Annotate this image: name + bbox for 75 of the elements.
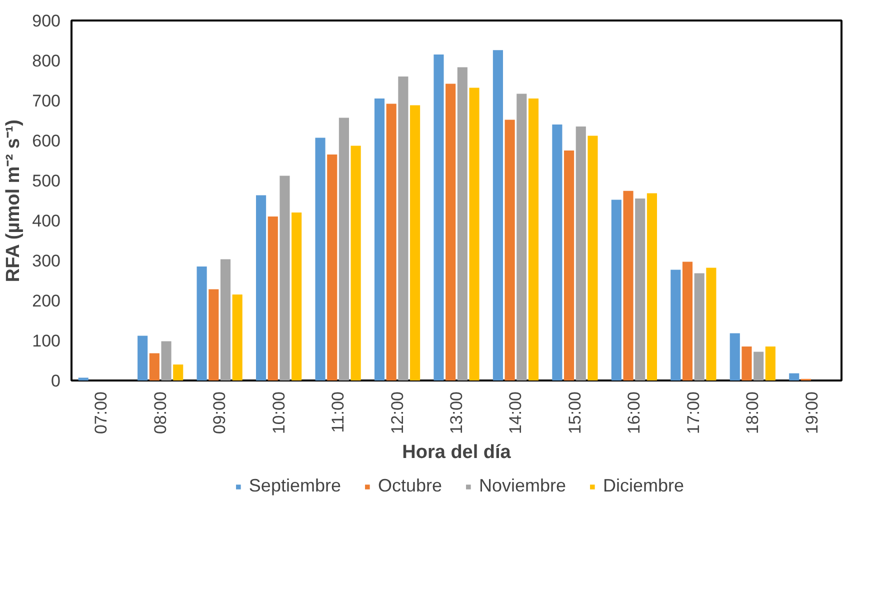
legend-label: Septiembre: [248, 476, 341, 496]
bar: [315, 138, 326, 380]
bar: [208, 289, 219, 380]
bar: [410, 105, 420, 380]
x-tick-label: 08:00: [150, 391, 170, 434]
bar: [528, 98, 539, 380]
bar: [268, 216, 278, 380]
bar: [138, 336, 148, 380]
bar: [635, 198, 646, 380]
bar: [682, 262, 693, 380]
x-tick-label: 09:00: [210, 391, 230, 434]
bar: [232, 294, 242, 380]
bar: [730, 333, 740, 380]
x-axis-title: Hora del día: [402, 442, 512, 464]
y-tick-label: 0: [51, 372, 61, 390]
x-tick-label: 14:00: [506, 391, 526, 434]
bar: [552, 124, 562, 380]
y-tick-label: 100: [32, 332, 61, 350]
bar: [196, 266, 207, 380]
x-tick-label: 12:00: [388, 391, 407, 434]
bar: [78, 378, 88, 380]
bar: [220, 259, 231, 380]
bar: [492, 50, 503, 380]
x-tick-label: 13:00: [447, 391, 466, 434]
bar: [588, 136, 598, 380]
legend-label: Octubre: [378, 476, 442, 496]
bar: [754, 352, 764, 380]
bar: [706, 268, 716, 380]
bar: [670, 270, 681, 380]
y-tick-label: 200: [32, 292, 61, 310]
bar: [646, 193, 657, 380]
x-tick-label: 19:00: [802, 391, 822, 434]
bar: [256, 195, 266, 380]
x-tick-label: 11:00: [328, 392, 348, 433]
bar: [623, 190, 634, 380]
x-tick-label: 07:00: [92, 391, 111, 434]
bar: [350, 146, 361, 380]
legend-label: Diciembre: [603, 476, 684, 496]
bar: [611, 200, 622, 380]
x-tick-label: 10:00: [269, 391, 288, 434]
bar: [374, 98, 385, 380]
x-tick-label: 16:00: [624, 391, 644, 434]
y-tick-label: 900: [32, 12, 61, 30]
x-tick-label: 17:00: [684, 391, 703, 434]
bar: [694, 273, 704, 380]
y-tick-label: 800: [32, 52, 61, 70]
y-tick-label: 400: [32, 212, 61, 230]
bar: [742, 346, 752, 380]
bar: [386, 104, 396, 380]
bar: [765, 346, 776, 380]
bar: [280, 176, 290, 380]
legend-label: Noviembre: [479, 476, 566, 496]
bar: [516, 94, 527, 380]
x-tick-label: 18:00: [743, 391, 762, 434]
bar: [327, 154, 338, 380]
bar: [338, 118, 349, 380]
bar: [161, 341, 172, 380]
bar: [149, 353, 160, 380]
bar: [457, 67, 468, 380]
bar: [789, 373, 800, 380]
x-tick-label: 15:00: [565, 391, 584, 434]
y-tick-label: 300: [32, 252, 61, 270]
bar: [469, 88, 480, 380]
bar: [504, 120, 515, 380]
bar: [564, 150, 574, 380]
bar: [292, 212, 302, 380]
bar: [446, 84, 456, 380]
bar: [576, 126, 586, 380]
y-tick-label: 500: [32, 172, 61, 190]
bar: [173, 364, 184, 380]
bar: [434, 54, 444, 380]
bar: [398, 76, 408, 380]
y-tick-label: 700: [32, 92, 61, 110]
y-axis-title: RFA (µmol m⁻² s⁻¹): [3, 120, 24, 282]
y-tick-label: 600: [32, 132, 61, 150]
